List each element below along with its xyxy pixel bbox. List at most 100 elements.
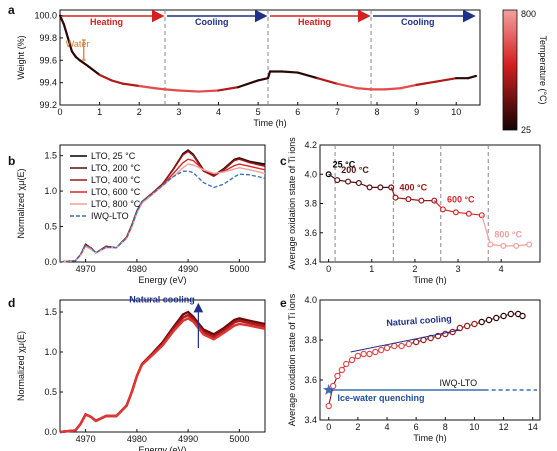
weight-curve-segment	[415, 80, 438, 86]
x-tick-label: 0	[57, 107, 62, 117]
data-point	[526, 241, 533, 248]
plot-frame	[59, 9, 481, 106]
data-point	[348, 356, 356, 364]
temperature-label: 200 °C	[341, 165, 369, 175]
cooling-trend-arrow	[350, 329, 460, 353]
data-point	[478, 212, 485, 219]
weight-curve-segment	[383, 87, 402, 91]
panel-a-weight-chart: 0 1 2 3 4 5 6 7 8 9 10 99.2 99.4 99.6 99.8 100.0 Time (h…	[16, 9, 481, 128]
quench-star-marker	[323, 384, 335, 395]
y-tick-label: 1.5	[44, 307, 57, 317]
weight-curve-segment	[98, 73, 113, 82]
x-tick-label: 4980	[127, 434, 147, 444]
weight-curve-segment	[266, 70, 272, 80]
x-axis-label: Time (h)	[253, 118, 286, 128]
plot-frame	[319, 299, 541, 421]
legend-label: LTO, 800 °C	[91, 199, 141, 209]
x-axis-label: Time (h)	[413, 433, 446, 443]
x-tick-label: 4	[216, 107, 221, 117]
x-tick-label: 4970	[76, 264, 96, 274]
x-tick-label: 8	[443, 422, 448, 432]
x-tick-label: 6	[295, 107, 300, 117]
data-point	[418, 197, 425, 204]
data-point	[329, 382, 337, 390]
data-point	[377, 346, 385, 354]
y-tick-label: 100.0	[34, 11, 57, 21]
weight-curve-segment	[70, 50, 77, 59]
weight-curve-segment	[356, 87, 373, 91]
data-point	[405, 196, 412, 203]
data-point	[366, 350, 373, 358]
data-point	[405, 340, 413, 348]
panel-b-xanes-chart: 4970 4980 4990 5000 0.0 0.5 1.0 1.5 Energy (eV) N…	[16, 144, 266, 285]
panel-label-d: d	[8, 296, 15, 310]
plot-frame	[59, 299, 266, 433]
y-tick-label: 4.0	[304, 295, 317, 305]
y-tick-label: 1.5	[44, 151, 57, 161]
data-point	[334, 372, 341, 380]
temperature-label: 400 °C	[399, 183, 427, 193]
panel-label-b: b	[8, 154, 15, 168]
temperature-label: 25 °C	[333, 159, 356, 169]
weight-curve-segment	[237, 79, 260, 89]
data-point	[439, 206, 446, 213]
weight-curve-segment	[86, 64, 101, 76]
legend-label: IWQ-LTO	[91, 211, 129, 221]
data-point	[493, 314, 500, 322]
weight-curve-segment	[399, 83, 418, 90]
data-point	[355, 180, 362, 187]
temperature-label: 600 °C	[447, 194, 475, 204]
data-point	[366, 184, 373, 191]
data-point	[500, 242, 507, 249]
y-tick-label: 0.5	[44, 387, 57, 397]
y-tick-label: 4.0	[304, 169, 317, 179]
weight-curve-segment	[138, 84, 157, 90]
y-tick-label: 0.0	[44, 427, 57, 437]
weight-curve-segment	[336, 82, 359, 90]
weight-curve-segment	[163, 88, 180, 92]
x-tick-label: 0	[326, 422, 331, 432]
y-tick-label: 1.0	[44, 347, 57, 357]
y-tick-label: 99.8	[39, 33, 57, 43]
y-tick-label: 3.4	[304, 257, 317, 267]
x-tick-label: 4980	[127, 264, 147, 274]
panel-e-oxidation-time-chart: 0 2 4 6 8 10 12 14 3.4 3.6 3.8 4.0 Time (h) Average o…	[287, 293, 541, 443]
y-tick-label: 4.2	[304, 140, 317, 150]
y-tick-label: 3.6	[304, 228, 317, 238]
weight-curve-segment	[62, 23, 70, 40]
weight-curve-segment	[122, 82, 141, 88]
phase-label: Heating	[90, 17, 123, 27]
weight-curve-segment	[217, 86, 240, 92]
series-line	[59, 313, 266, 434]
quench-annotation: Ice-water quenching	[337, 393, 424, 403]
panel-d-cooling-xanes-chart: 4970 4980 4990 5000 0.0 0.5 1.0 1.5 Energy (eV) N…	[16, 294, 266, 451]
x-tick-label: 1	[369, 264, 374, 274]
legend-label: LTO, 200 °C	[91, 163, 141, 173]
weight-curve-segment	[467, 74, 478, 80]
y-tick-label: 3.6	[304, 375, 317, 385]
iwq-annotation: IWQ-LTO	[439, 378, 477, 388]
x-tick-label: 6	[414, 422, 419, 432]
panel-label-c: c	[280, 154, 287, 168]
x-tick-label: 7	[335, 107, 340, 117]
data-point	[338, 366, 346, 374]
weight-curve-segment	[435, 77, 458, 83]
data-point	[325, 402, 332, 410]
x-tick-label: 2	[412, 264, 417, 274]
x-tick-label: 4990	[178, 434, 198, 444]
weight-curve-segment	[66, 36, 73, 53]
y-tick-label: 3.8	[304, 335, 317, 345]
x-tick-label: 1	[97, 107, 102, 117]
data-point	[412, 338, 420, 346]
x-axis-label: Time (h)	[413, 275, 446, 285]
data-point	[377, 184, 384, 191]
legend-label: LTO, 400 °C	[91, 175, 141, 185]
y-tick-label: 99.6	[39, 55, 57, 65]
colorbar-min-label: 25	[521, 125, 531, 135]
data-point	[513, 242, 520, 249]
panel-c-oxidation-chart: 0 1 2 3 4 3.4 3.6 3.8 4.0 4.2 Time (h) Average oxid…	[287, 137, 541, 285]
data-point	[463, 322, 471, 330]
x-tick-label: 12	[499, 422, 509, 432]
data-point	[360, 350, 367, 358]
y-axis-label: Normalized χμ(E)	[16, 331, 26, 401]
